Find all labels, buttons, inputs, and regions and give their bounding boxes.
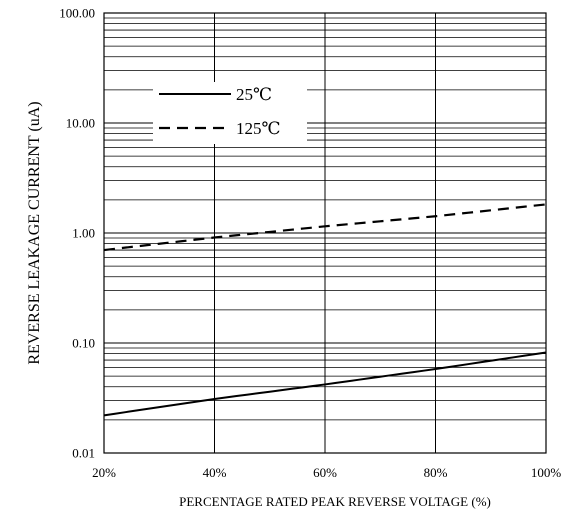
x-tick-label: 80%	[424, 465, 448, 480]
y-tick-label: 0.01	[72, 446, 95, 461]
legend-label-125c: 125℃	[236, 119, 281, 138]
x-tick-label: 20%	[92, 465, 116, 480]
x-tick-label: 100%	[531, 465, 562, 480]
x-axis-label: PERCENTAGE RATED PEAK REVERSE VOLTAGE (%…	[179, 494, 491, 509]
plot-frame	[103, 12, 547, 454]
x-tick-labels: 20% 40% 60% 80% 100%	[92, 465, 561, 480]
y-tick-label: 1.00	[72, 226, 95, 241]
y-tick-label: 0.10	[72, 336, 95, 351]
legend-box	[153, 82, 307, 144]
series-line-125c	[103, 203, 547, 252]
y-tick-label: 10.00	[66, 116, 95, 131]
y-tick-label: 100.00	[59, 6, 95, 21]
legend-label-25c: 25℃	[236, 85, 272, 104]
series-layer	[103, 203, 547, 417]
series-line-25c	[103, 351, 547, 417]
x-tick-label: 60%	[313, 465, 337, 480]
x-tick-label: 40%	[203, 465, 227, 480]
legend: 25℃ 125℃	[153, 82, 307, 144]
y-axis-label: REVERSE LEAKAGE CURRENT (uA)	[26, 101, 43, 364]
y-tick-labels: 0.01 0.10 1.00 10.00 100.00	[59, 6, 95, 461]
